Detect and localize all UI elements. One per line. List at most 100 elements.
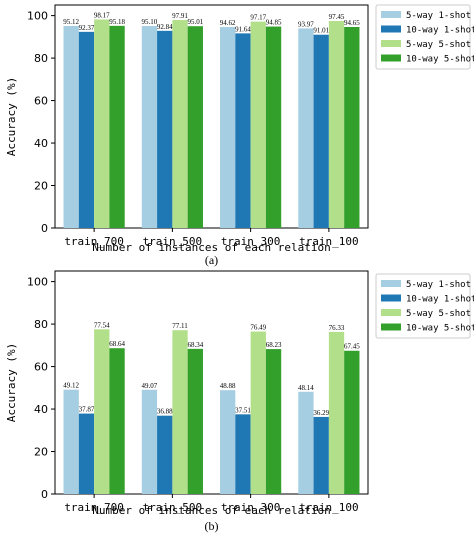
chart-1-bar (328, 21, 345, 229)
chart-1-bar (172, 20, 188, 228)
chart-2-ytick-label: 60 (34, 361, 48, 374)
chart-1-legend-swatch (381, 11, 401, 18)
chart-1-legend-label: 5-way 5-shot (406, 40, 471, 50)
chart-2-data-label: 37.87 (79, 406, 95, 414)
chart-1-bar (141, 26, 158, 229)
chart-2-bar (141, 389, 158, 494)
chart-1-data-label: 98.17 (94, 12, 110, 20)
chart-1-data-label: 92.84 (157, 23, 173, 31)
chart-2-data-label: 36.88 (157, 408, 173, 416)
chart-1-ytick-label: 60 (34, 95, 48, 108)
chart-1-xtick-label: train_100 (299, 235, 359, 248)
chart-1-legend-label: 10-way 5-shot (406, 55, 474, 65)
chart-1-x-axis-label: Number of instances of each relation (92, 241, 330, 254)
chart-2-bar (187, 348, 203, 494)
chart-2-bar (313, 416, 329, 494)
chart-1-legend-swatch (381, 25, 401, 33)
chart-1-ytick-label: 80 (34, 52, 48, 65)
chart-2-data-label: 37.51 (235, 406, 251, 414)
chart-1-legend-box (375, 4, 471, 70)
chart-1-bar (235, 33, 251, 228)
chart-2-bar (328, 331, 345, 494)
chart-1-bar (265, 26, 282, 228)
chart-2-data-label: 68.64 (109, 340, 125, 348)
chart-1-bar (63, 25, 79, 228)
chart-1-data-label: 97.45 (329, 13, 345, 21)
chart-1-ytick-label: 20 (34, 180, 48, 193)
chart-1-data-label: 95.01 (187, 18, 203, 26)
chart-2-legend-label: 5-way 5-shot (406, 309, 471, 319)
chart-2-y-axis-label: Accuracy (%) (5, 343, 18, 422)
chart-2-legend-label: 5-way 1-shot (406, 280, 471, 290)
chart-1-bar (344, 26, 360, 228)
chart-1-data-label: 93.97 (298, 20, 314, 28)
chart-1-bar (78, 31, 95, 228)
chart-2-data-label: 48.14 (298, 384, 314, 392)
chart-2-x-axis-label: Number of instances of each relation (92, 504, 330, 517)
chart-2-data-label: 68.34 (187, 341, 203, 349)
chart-2-bar (78, 413, 95, 494)
chart-2-legend-swatch (381, 309, 401, 316)
chart-2-legend-label: 10-way 1-shot (406, 295, 474, 305)
chart-2-data-label: 48.88 (220, 382, 236, 390)
chart-1-bar (109, 25, 125, 229)
chart-1-xtick-label: train_500 (143, 235, 203, 248)
chart-2-data-label: 68.23 (266, 341, 282, 349)
chart-2-caption: (b) (205, 519, 219, 533)
chart-2-data-label: 49.07 (142, 382, 158, 390)
chart-2-legend-swatch (381, 280, 401, 287)
chart-1-data-label: 91.01 (313, 27, 329, 35)
chart-2-ytick-label: 80 (34, 318, 48, 331)
chart-1-data-label: 95.18 (109, 18, 125, 26)
chart-2-bar (63, 389, 79, 494)
chart-2-bar (172, 330, 188, 494)
chart-2-data-label: 77.11 (172, 322, 188, 330)
chart-2-data-label: 49.12 (63, 382, 79, 390)
chart-2-legend-swatch (381, 294, 401, 302)
chart-2-ytick-label: 40 (34, 403, 48, 416)
chart-1-xtick-label: train_700 (64, 235, 124, 248)
chart-1-bar (157, 30, 173, 228)
chart-2-legend-box (375, 273, 471, 339)
chart-2-xtick-label: train_100 (299, 501, 359, 514)
chart-1-data-label: 91.64 (235, 25, 251, 33)
chart-1-ytick-label: 100 (27, 10, 48, 23)
chart-2-axes-frame (54, 270, 369, 495)
chart-1-bar (220, 27, 236, 229)
chart-2-ytick-label: 100 (27, 276, 48, 289)
chart-2-bar (220, 390, 236, 494)
chart-1-bar (298, 28, 314, 229)
chart-2-bar (109, 348, 125, 494)
chart-1-data-label: 95.12 (63, 18, 79, 26)
chart-1-data-label: 94.85 (266, 19, 282, 27)
chart-1-bar (250, 21, 266, 229)
chart-2-data-label: 36.29 (313, 409, 329, 417)
chart-2-xtick-label: train_500 (143, 501, 203, 514)
chart-2-data-label: 76.49 (250, 324, 266, 332)
chart-1-bar (313, 34, 329, 228)
chart-2-legend-swatch (381, 323, 401, 331)
chart-2-data-label: 77.54 (94, 321, 110, 329)
chart-2-bar (250, 331, 266, 494)
chart-2-bar (94, 329, 110, 494)
chart-2-legend-label: 10-way 5-shot (406, 324, 474, 334)
chart-2-data-label: 67.45 (344, 343, 360, 351)
chart-1-data-label: 97.17 (250, 14, 266, 22)
chart-2-xtick-label: train_700 (64, 501, 124, 514)
chart-2-bar (157, 415, 173, 494)
chart-1-bar (187, 26, 203, 228)
chart-1-y-axis-label: Accuracy (%) (5, 77, 18, 156)
chart-1-bar (94, 19, 110, 229)
chart-1-legend-swatch (381, 54, 401, 62)
chart-1-legend-swatch (381, 40, 401, 47)
chart-2-bar (235, 414, 251, 494)
chart-1-data-label: 92.37 (79, 24, 95, 32)
chart-1-legend-label: 10-way 1-shot (406, 26, 474, 36)
chart-2-bar (344, 350, 360, 494)
chart-1-legend-label: 5-way 1-shot (406, 11, 471, 21)
chart-1-data-label: 95.10 (142, 18, 158, 26)
chart-1-caption: (a) (205, 253, 218, 267)
chart-2-ytick-label: 20 (34, 446, 48, 459)
chart-1-axes-frame (54, 4, 369, 229)
